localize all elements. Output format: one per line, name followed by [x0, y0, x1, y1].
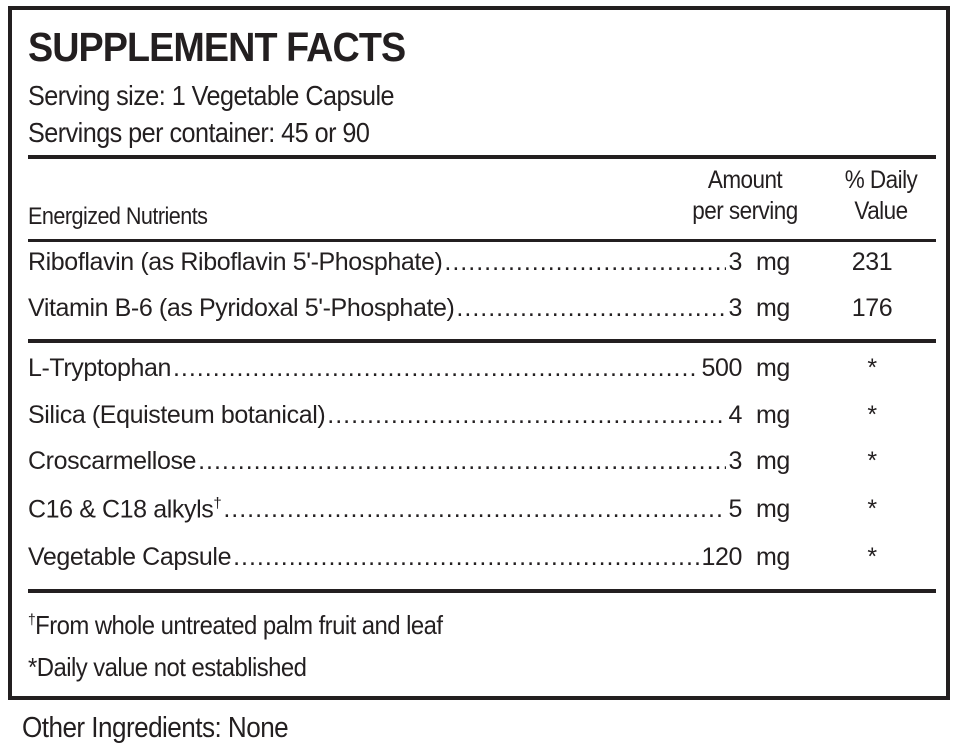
unit: mg	[756, 401, 790, 429]
unit: mg	[756, 294, 790, 322]
amount-header-line2: per serving	[692, 197, 798, 225]
daily-value-header: % Daily Value	[832, 165, 931, 227]
nutrient-row: Vitamin B-6 (as Pyridoxal 5'-Phosphate) 3…	[28, 294, 936, 328]
daily-value: *	[867, 543, 877, 571]
nutrient-name-text: Vegetable Capsule	[28, 543, 232, 571]
divider	[28, 155, 936, 159]
divider	[28, 339, 936, 343]
nutrient-name-text: L-Tryptophan	[28, 354, 171, 382]
nutrient-name-text: C16 & C18 alkyls	[28, 495, 214, 524]
nutrient-name-text: Vitamin B-6 (as Pyridoxal 5'-Phosphate)	[28, 294, 455, 322]
footnote-daily-value: *Daily value not established	[28, 652, 307, 682]
dot-leader	[233, 543, 699, 572]
amount: 120	[701, 543, 742, 571]
unit: mg	[756, 248, 790, 276]
dagger-mark: †	[213, 495, 222, 512]
daily-value: *	[867, 354, 877, 382]
nutrient-row: Croscarmellose 3 mg *	[28, 447, 936, 481]
unit: mg	[756, 354, 790, 382]
daily-value: *	[867, 495, 877, 524]
daily-value: 231	[851, 248, 893, 276]
panel-title: SUPPLEMENT FACTS	[28, 24, 406, 70]
dv-header-line2: Value	[854, 197, 908, 225]
amount: 3	[728, 294, 742, 322]
servings-per-container: Servings per container: 45 or 90	[28, 117, 370, 148]
nutrient-name: Vegetable Capsule	[28, 543, 231, 572]
daily-value: *	[867, 447, 877, 475]
dot-leader	[223, 495, 726, 524]
serving-size: Serving size: 1 Vegetable Capsule	[28, 80, 395, 111]
daily-value: 176	[851, 294, 893, 322]
section-heading: Energized Nutrients	[28, 203, 208, 230]
dagger-text: From whole untreated palm fruit and leaf	[35, 610, 443, 640]
amount-header: Amount per serving	[688, 165, 801, 227]
dot-leader	[173, 354, 700, 383]
dot-leader	[198, 447, 726, 476]
nutrient-name: L-Tryptophan	[28, 354, 171, 383]
nutrient-name: Vitamin B-6 (as Pyridoxal 5'-Phosphate)	[28, 294, 455, 323]
daily-value: *	[867, 401, 877, 429]
dagger-symbol: †	[28, 611, 36, 629]
amount: 4	[728, 401, 742, 429]
nutrient-name: Croscarmellose	[28, 447, 196, 476]
nutrient-name-text: Croscarmellose	[28, 447, 197, 475]
nutrient-name: Silica (Equisteum botanical)	[28, 401, 326, 430]
dot-leader	[444, 248, 726, 277]
divider	[28, 239, 936, 242]
nutrient-row: C16 & C18 alkyls† 5 mg *	[28, 495, 936, 529]
amount: 3	[728, 447, 742, 475]
nutrient-row: Silica (Equisteum botanical) 4 mg *	[28, 401, 936, 435]
amount-header-line1: Amount	[707, 166, 783, 194]
nutrient-name: C16 & C18 alkyls†	[28, 495, 222, 524]
amount: 500	[701, 354, 742, 382]
amount: 5	[728, 495, 742, 524]
dot-leader	[327, 401, 726, 430]
dv-header-line1: % Daily	[844, 166, 918, 194]
divider	[28, 589, 936, 593]
footnote-dagger: †From whole untreated palm fruit and lea…	[28, 610, 443, 641]
nutrient-name: Riboflavin (as Riboflavin 5'-Phosphate)	[28, 248, 443, 277]
amount: 3	[728, 248, 742, 276]
nutrient-row: L-Tryptophan 500 mg *	[28, 354, 936, 388]
unit: mg	[756, 543, 790, 571]
nutrient-row: Vegetable Capsule 120 mg *	[28, 543, 936, 577]
dot-leader	[456, 294, 726, 323]
nutrient-row: Riboflavin (as Riboflavin 5'-Phosphate) 3…	[28, 248, 936, 282]
unit: mg	[756, 447, 790, 475]
nutrient-name-text: Silica (Equisteum botanical)	[28, 401, 326, 429]
unit: mg	[756, 495, 790, 524]
nutrient-name-text: Riboflavin (as Riboflavin 5'-Phosphate)	[28, 248, 443, 276]
other-ingredients: Other Ingredients: None	[22, 712, 289, 744]
supplement-facts-panel	[8, 6, 950, 700]
